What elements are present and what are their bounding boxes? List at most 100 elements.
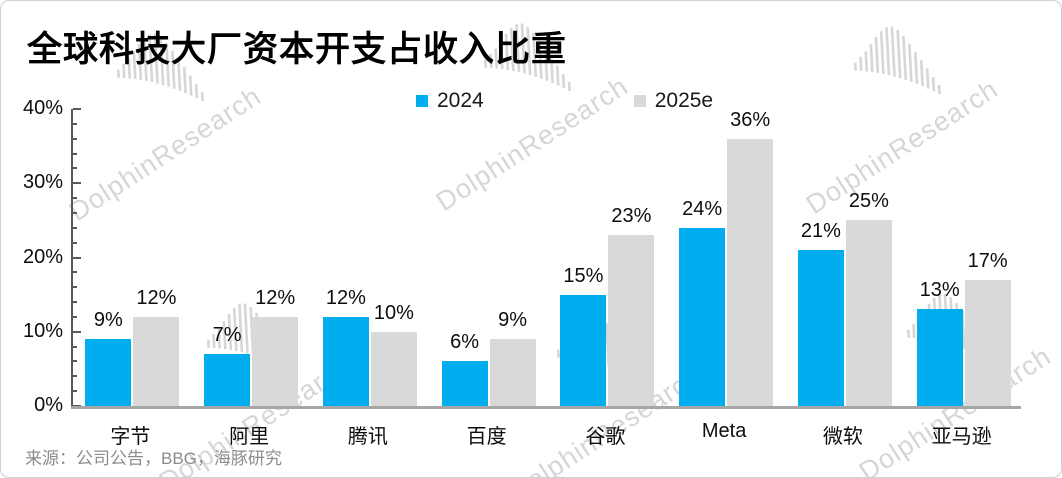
chart-title: 全球科技大厂资本开支占收入比重 — [27, 30, 568, 69]
bar-wrap: 15% — [560, 264, 607, 406]
y-axis-tick — [73, 345, 77, 348]
category-label: 阿里 — [229, 426, 270, 448]
bar-value-label: 21% — [800, 220, 841, 243]
watermark: DolphinResearch — [386, 1, 666, 218]
bar-wrap: 12% — [252, 286, 299, 406]
y-axis-label: 20% — [22, 245, 63, 268]
bar-value-label: 7% — [212, 324, 242, 347]
y-axis-tick — [73, 271, 77, 274]
bar-2024 — [797, 250, 844, 406]
y-axis-tick — [73, 375, 77, 378]
category-label: 百度 — [466, 426, 507, 448]
bar-group: 13% 17% — [904, 250, 1023, 406]
category-label: Meta — [701, 420, 747, 442]
y-axis-label: 0% — [34, 394, 63, 416]
bar-value-label: 25% — [848, 190, 889, 213]
category-label: 字节 — [110, 426, 151, 448]
bar-value-label: 23% — [611, 205, 652, 228]
y-axis-tick — [73, 108, 81, 110]
y-axis-tick — [73, 390, 77, 393]
bar-group: 9% 12% — [73, 287, 192, 406]
bar-value-label: 12% — [255, 286, 296, 309]
y-axis-tick — [73, 122, 77, 125]
bar-2025e — [489, 339, 536, 406]
bar-groups: 9% 12% 7% 12% 12% 10% 6% 9% 15% 23% 24% 36% 21% 25% 13… — [73, 109, 1023, 406]
bar-wrap: 9% — [85, 309, 132, 406]
y-axis-tick — [73, 137, 77, 140]
bar-value-label: 17% — [967, 249, 1008, 272]
y-axis-tick — [73, 197, 77, 200]
y-axis-label: 30% — [22, 171, 63, 194]
bar-2024 — [204, 354, 251, 406]
y-axis-label: 10% — [22, 319, 63, 342]
legend: 2024 2025e — [416, 89, 713, 113]
bar-value-label: 15% — [563, 264, 604, 287]
y-axis-tick — [73, 301, 77, 304]
y-axis-tick — [73, 330, 81, 333]
bar-wrap: 12% — [322, 286, 369, 406]
bar-2025e — [608, 235, 655, 406]
watermark: DolphinResearch — [19, 1, 299, 228]
bar-2024 — [322, 316, 369, 406]
legend-item-2024: 2024 — [416, 89, 484, 113]
category-label: 微软 — [822, 426, 863, 448]
legend-swatch-2024 — [416, 95, 428, 107]
category-label: 谷歌 — [585, 426, 626, 448]
bar-wrap: 23% — [608, 205, 655, 406]
bar-2024 — [679, 227, 726, 406]
bar-wrap: 13% — [916, 279, 963, 406]
y-axis-label: 40% — [22, 97, 63, 119]
bar-wrap: 24% — [679, 197, 726, 406]
bar-2024 — [560, 294, 607, 406]
bar-wrap: 7% — [204, 324, 251, 406]
y-axis-tick — [73, 256, 81, 259]
bar-wrap: 17% — [964, 249, 1011, 406]
bar-2024 — [85, 339, 132, 406]
bar-value-label: 24% — [682, 197, 723, 220]
y-axis-tick — [73, 315, 77, 318]
y-axis-tick — [73, 152, 77, 155]
x-axis-line — [71, 406, 1021, 409]
dolphin-wave-icon — [112, 24, 274, 114]
bar-group: 12% 10% — [311, 287, 430, 406]
bar-2024 — [916, 309, 963, 406]
bar-2025e — [252, 316, 299, 406]
bar-2025e — [727, 138, 774, 406]
bar-value-label: 12% — [136, 286, 177, 309]
dolphin-wave-icon — [479, 14, 641, 104]
bar-group: 15% 23% — [548, 205, 667, 406]
y-axis-tick — [73, 360, 77, 363]
y-axis-tick — [73, 241, 77, 244]
plot-area: 9% 12% 7% 12% 12% 10% 6% 9% 15% 23% 24% 36% 21% 25% 13… — [71, 108, 1023, 407]
y-axis-tick — [73, 226, 77, 229]
bar-2025e — [964, 279, 1011, 406]
bar-wrap: 10% — [370, 302, 417, 406]
legend-label-2025e: 2025e — [654, 89, 714, 112]
bar-2024 — [441, 361, 488, 406]
bar-wrap: 36% — [727, 108, 774, 406]
bar-value-label: 12% — [325, 286, 366, 309]
bar-value-label: 6% — [450, 331, 480, 354]
legend-swatch-2025e — [633, 95, 646, 107]
bar-wrap: 21% — [797, 220, 844, 406]
watermark: DolphinResearch — [756, 1, 1036, 221]
bar-wrap: 25% — [845, 190, 892, 406]
bar-value-label: 9% — [498, 309, 528, 332]
y-axis-tick — [73, 286, 77, 289]
bar-wrap: 6% — [441, 331, 488, 406]
bar-wrap: 9% — [489, 309, 536, 406]
category-label: 亚马逊 — [931, 426, 992, 448]
bar-group: 7% 12% — [192, 287, 311, 406]
bar-wrap: 12% — [133, 286, 180, 406]
bar-2025e — [845, 220, 892, 406]
bar-value-label: 9% — [93, 309, 123, 332]
source-note: 来源：公司公告，BBG，海豚研究 — [25, 449, 282, 468]
bar-value-label: 36% — [730, 108, 771, 131]
bar-group: 24% 36% — [667, 109, 786, 406]
bar-2025e — [370, 331, 417, 406]
bar-group: 6% 9% — [429, 309, 548, 406]
y-axis-tick — [73, 167, 77, 170]
bar-2025e — [133, 316, 180, 406]
bar-group: 21% 25% — [786, 190, 905, 406]
